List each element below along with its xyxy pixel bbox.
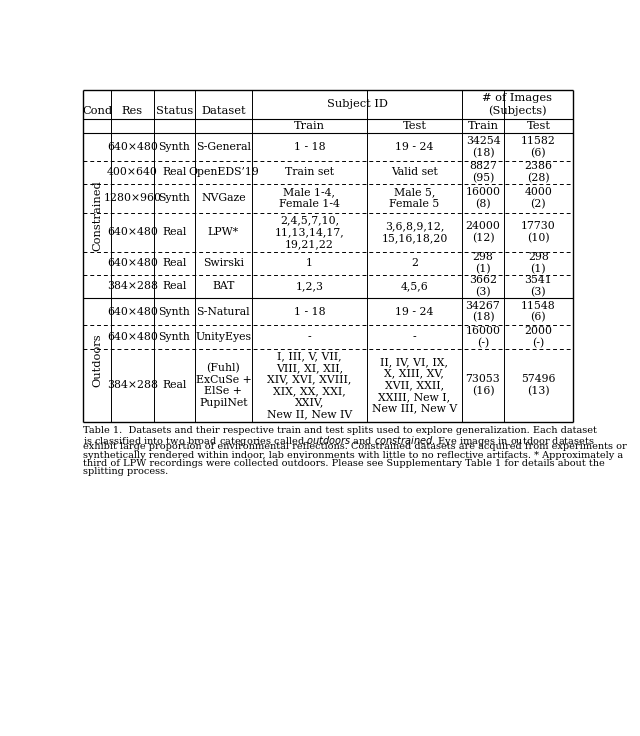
Text: 1280×960: 1280×960 — [103, 194, 161, 203]
Text: Synth: Synth — [158, 142, 190, 152]
Text: OpenEDS’19: OpenEDS’19 — [188, 167, 259, 177]
Text: S-Natural: S-Natural — [196, 307, 250, 316]
Text: 1: 1 — [306, 258, 313, 268]
Text: exhibit large proportion of environmental reflections. Constrained datasets are : exhibit large proportion of environmenta… — [83, 442, 627, 451]
Text: Cond: Cond — [82, 107, 112, 116]
Text: Test: Test — [527, 121, 550, 131]
Text: 11582
(6): 11582 (6) — [521, 136, 556, 158]
Text: LPW*: LPW* — [208, 227, 239, 237]
Text: 2,4,5,7,10,
11,13,14,17,
19,21,22: 2,4,5,7,10, 11,13,14,17, 19,21,22 — [275, 216, 344, 249]
Text: 384×288: 384×288 — [107, 281, 158, 291]
Text: 34254
(18): 34254 (18) — [466, 136, 500, 158]
Text: Real: Real — [162, 167, 186, 177]
Text: Train set: Train set — [285, 167, 334, 177]
Text: synthetically rendered within indoor, lab environments with little to no reflect: synthetically rendered within indoor, la… — [83, 450, 623, 459]
Text: 1 - 18: 1 - 18 — [294, 307, 325, 316]
Text: S-General: S-General — [196, 142, 251, 152]
Text: third of LPW recordings were collected outdoors. Please see Supplementary Table : third of LPW recordings were collected o… — [83, 459, 605, 468]
Text: Train: Train — [467, 121, 499, 131]
Text: 298
(1): 298 (1) — [472, 252, 493, 274]
Text: Res: Res — [122, 107, 143, 116]
Text: II, IV, VI, IX,
X, XIII, XV,
XVII, XXII,
XXIII, New I,
New III, New V: II, IV, VI, IX, X, XIII, XV, XVII, XXII,… — [372, 357, 457, 414]
Text: 384×288: 384×288 — [107, 381, 158, 390]
Text: Swirski: Swirski — [203, 258, 244, 268]
Text: Synth: Synth — [158, 307, 190, 316]
Text: Constrained: Constrained — [92, 180, 102, 251]
Text: 400×640: 400×640 — [107, 167, 157, 177]
Text: 11548
(6): 11548 (6) — [521, 300, 556, 322]
Text: 2000
(-): 2000 (-) — [524, 326, 552, 348]
Text: # of Images
(Subjects): # of Images (Subjects) — [483, 93, 552, 116]
Text: -: - — [413, 332, 416, 342]
Text: NVGaze: NVGaze — [201, 194, 246, 203]
Text: Valid set: Valid set — [391, 167, 438, 177]
Text: 2386
(28): 2386 (28) — [524, 161, 552, 183]
Text: BAT: BAT — [212, 281, 235, 291]
Text: 4000
(2): 4000 (2) — [524, 188, 552, 210]
Text: 24000
(12): 24000 (12) — [465, 222, 500, 244]
Text: Table 1.  Datasets and their respective train and test splits used to explore ge: Table 1. Datasets and their respective t… — [83, 425, 597, 434]
Text: Synth: Synth — [158, 332, 190, 342]
Text: 1 - 18: 1 - 18 — [294, 142, 325, 152]
Text: 1,2,3: 1,2,3 — [296, 281, 323, 291]
Text: UnityEyes: UnityEyes — [195, 332, 252, 342]
Text: 3541
(3): 3541 (3) — [525, 275, 552, 297]
Text: is classified into two broad categories called $\mathit{outdoors}$ and $\mathit{: is classified into two broad categories … — [83, 434, 595, 448]
Text: 8827
(95): 8827 (95) — [469, 161, 497, 183]
Text: Real: Real — [162, 381, 186, 390]
Text: 73053
(16): 73053 (16) — [466, 374, 500, 396]
Text: (Fuhl)
ExCuSe +
ElSe +
PupilNet: (Fuhl) ExCuSe + ElSe + PupilNet — [195, 363, 252, 408]
Text: 3,6,8,9,12,
15,16,18,20: 3,6,8,9,12, 15,16,18,20 — [381, 222, 447, 243]
Text: Real: Real — [162, 258, 186, 268]
Text: Subject ID: Subject ID — [326, 99, 387, 110]
Text: 640×480: 640×480 — [107, 258, 157, 268]
Text: Status: Status — [156, 107, 193, 116]
Text: Outdoors: Outdoors — [92, 333, 102, 386]
Text: -: - — [308, 332, 311, 342]
Text: Real: Real — [162, 281, 186, 291]
Text: 19 - 24: 19 - 24 — [396, 142, 434, 152]
Text: 2: 2 — [411, 258, 418, 268]
Text: Synth: Synth — [158, 194, 190, 203]
Text: Male 5,
Female 5: Male 5, Female 5 — [389, 188, 440, 209]
Text: 19 - 24: 19 - 24 — [396, 307, 434, 316]
Text: 34267
(18): 34267 (18) — [466, 300, 500, 322]
Text: splitting process.: splitting process. — [83, 467, 168, 476]
Text: Male 1-4,
Female 1-4: Male 1-4, Female 1-4 — [279, 188, 340, 209]
Text: I, III, V, VII,
VIII, XI, XII,
XIV, XVI, XVIII,
XIX, XX, XXI,
XXIV,
New II, New : I, III, V, VII, VIII, XI, XII, XIV, XVI,… — [267, 351, 352, 420]
Text: 640×480: 640×480 — [107, 332, 157, 342]
Text: Test: Test — [403, 121, 426, 131]
Text: Real: Real — [162, 227, 186, 237]
Text: 57496
(13): 57496 (13) — [521, 374, 556, 396]
Text: 640×480: 640×480 — [107, 142, 157, 152]
Text: 3662
(3): 3662 (3) — [469, 275, 497, 297]
Text: 640×480: 640×480 — [107, 227, 157, 237]
Text: 298
(1): 298 (1) — [528, 252, 549, 274]
Text: 16000
(-): 16000 (-) — [465, 326, 500, 348]
Text: 17730
(10): 17730 (10) — [521, 222, 556, 244]
Text: Train: Train — [294, 121, 325, 131]
Text: Dataset: Dataset — [201, 107, 246, 116]
Text: 640×480: 640×480 — [107, 307, 157, 316]
Text: 16000
(8): 16000 (8) — [465, 188, 500, 210]
Text: 4,5,6: 4,5,6 — [401, 281, 428, 291]
